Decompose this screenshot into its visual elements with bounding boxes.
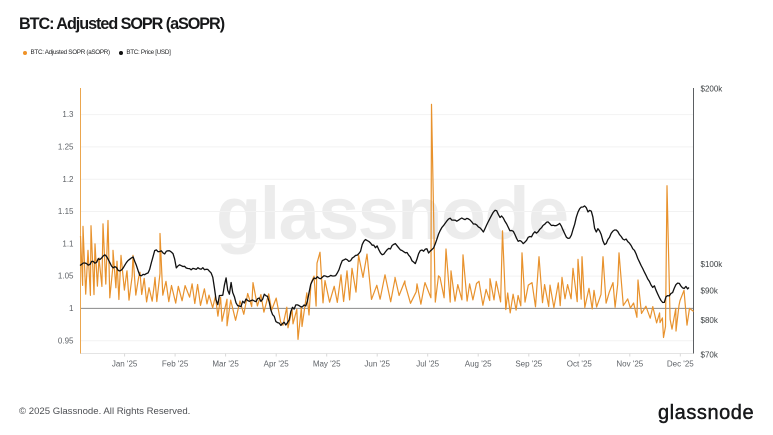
svg-text:1.15: 1.15 [58,207,74,216]
svg-text:1.25: 1.25 [58,143,74,152]
svg-text:Aug '25: Aug '25 [465,360,492,369]
svg-text:1.1: 1.1 [62,239,74,248]
svg-text:Apr '25: Apr '25 [264,360,290,369]
svg-text:$200k: $200k [701,84,724,93]
svg-text:Sep '25: Sep '25 [515,360,542,369]
svg-text:Dec '25: Dec '25 [667,360,694,369]
svg-text:Mar '25: Mar '25 [212,360,239,369]
svg-text:$80k: $80k [701,316,719,325]
svg-text:Jun '25: Jun '25 [364,360,390,369]
svg-text:0.95: 0.95 [58,336,74,345]
svg-text:Nov '25: Nov '25 [616,360,643,369]
svg-text:1.2: 1.2 [62,175,74,184]
svg-text:Feb '25: Feb '25 [162,360,189,369]
svg-text:1.3: 1.3 [62,110,74,119]
svg-text:Oct '25: Oct '25 [567,360,593,369]
svg-text:$70k: $70k [701,350,719,359]
svg-text:1.05: 1.05 [58,272,74,281]
svg-text:May '25: May '25 [313,360,341,369]
svg-text:$100k: $100k [701,260,724,269]
svg-text:1: 1 [69,304,74,313]
svg-text:Jan '25: Jan '25 [112,360,138,369]
svg-text:Jul '25: Jul '25 [416,360,439,369]
svg-text:$90k: $90k [701,286,719,295]
